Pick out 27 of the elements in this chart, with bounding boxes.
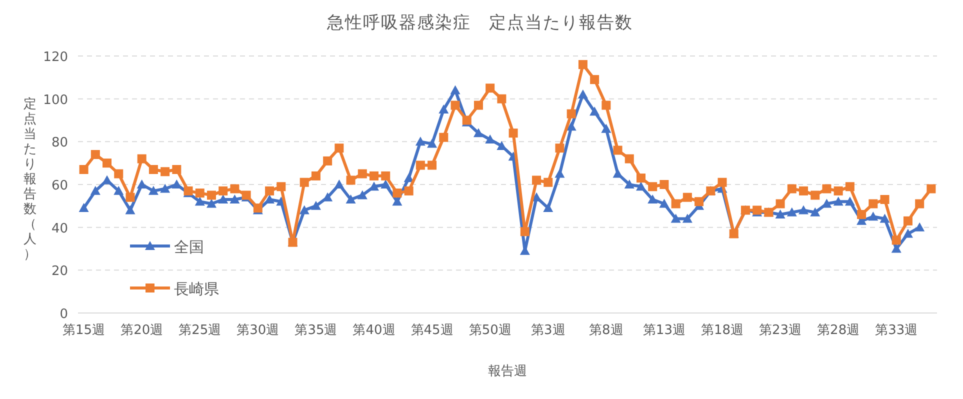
y-tick-label: 80	[51, 136, 68, 151]
legend-label: 長崎県	[174, 280, 219, 298]
x-tick-label: 第45週	[410, 323, 454, 338]
y-tick-label: 120	[43, 50, 68, 65]
x-tick-label: 第13週	[642, 323, 686, 338]
y-tick-label: 0	[60, 307, 68, 322]
text: 定点当たり報告数（人）	[24, 97, 36, 262]
x-tick-label: 第40週	[352, 323, 396, 338]
y-tick-label: 40	[51, 221, 68, 236]
x-tick-label: 第3週	[530, 323, 566, 338]
x-tick-label: 第33週	[875, 323, 918, 338]
x-tick-label: 第20週	[120, 323, 164, 338]
x-tick-label: 第23週	[759, 323, 802, 338]
x-tick-label: 第30週	[236, 323, 280, 338]
x-tick-label: 第28週	[817, 323, 860, 338]
x-tick-label: 第35週	[294, 323, 338, 338]
x-tick-label: 第50週	[468, 323, 512, 338]
y-tick-label: 100	[43, 92, 68, 108]
y-tick-label: 60	[51, 178, 68, 194]
legend-label: 全国	[174, 238, 204, 256]
x-tick-label: 第25週	[178, 323, 222, 338]
y-tick-label: 20	[51, 264, 68, 280]
x-tick-label: 第18週	[700, 323, 744, 338]
chart-title: 急性呼吸器感染症 定点当たり報告数	[326, 13, 633, 33]
x-tick-label: 第15週	[62, 323, 106, 338]
x-tick-label: 第8週	[589, 323, 624, 338]
x-axis-title: 報告週	[488, 364, 527, 379]
